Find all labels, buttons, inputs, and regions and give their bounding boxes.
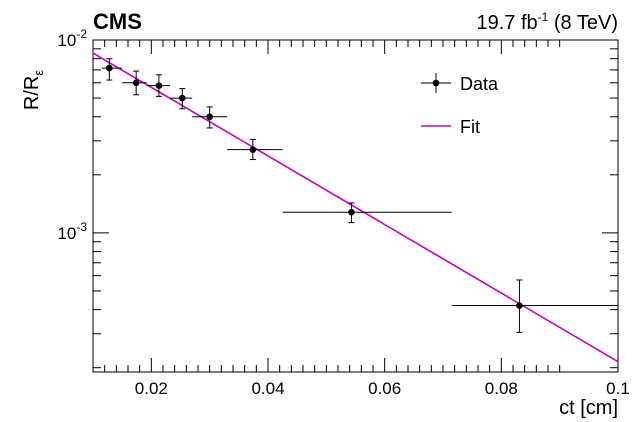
x-tick-label: 0.04 [251, 379, 284, 398]
data-marker [178, 94, 186, 102]
y-tick-label: 10-2 [57, 27, 87, 50]
y-tick-label-base: 10 [57, 224, 76, 243]
legend-data-marker [432, 79, 440, 87]
x-axis-label: ct [cm] [559, 397, 618, 419]
data-point [282, 202, 452, 224]
x-tick-label: 0.06 [368, 379, 401, 398]
y-tick-label-base: 10 [57, 31, 76, 50]
x-tick-label: 0.1 [606, 379, 630, 398]
x-axis: 0.02 0.04 0.06 0.08 0.1 [92, 40, 630, 398]
data-point [227, 138, 283, 161]
data-point [122, 70, 147, 96]
experiment-label: CMS [93, 9, 142, 34]
legend-data-label: Data [460, 74, 499, 94]
lumi-exponent: -1 [537, 10, 549, 24]
x-tick-label: 0.02 [135, 379, 168, 398]
fit-series [92, 52, 619, 363]
y-axis: 10-210-3 [57, 27, 618, 369]
data-marker [206, 113, 213, 121]
energy-label: (8 TeV) [548, 12, 618, 34]
y-tick-label: 10-3 [57, 220, 87, 243]
lumi-value: 19.7 fb [476, 12, 538, 34]
fit-line [92, 52, 619, 363]
y-tick-label-exponent: -3 [76, 220, 87, 234]
y-axis-label-sub: ε [31, 70, 46, 76]
data-marker [132, 79, 140, 87]
data-marker [106, 64, 113, 72]
data-point [146, 74, 170, 97]
plot-frame [92, 39, 619, 373]
data-point [451, 279, 618, 333]
data-marker [249, 146, 257, 153]
data-point [101, 58, 123, 81]
y-axis-label: R/Rε [21, 70, 46, 110]
data-series [101, 58, 618, 333]
x-tick-label: 0.08 [485, 379, 518, 398]
data-marker [155, 82, 163, 89]
data-point [192, 106, 228, 129]
y-axis-label-main: R/R [21, 76, 43, 110]
legend: Data Fit [421, 73, 499, 137]
data-marker [348, 208, 355, 216]
legend-fit-label: Fit [460, 117, 480, 137]
y-tick-label-exponent: -2 [76, 27, 87, 41]
data-point [170, 88, 193, 110]
luminosity-label: 19.7 fb-1 (8 TeV) [476, 10, 618, 35]
data-marker [516, 302, 523, 309]
